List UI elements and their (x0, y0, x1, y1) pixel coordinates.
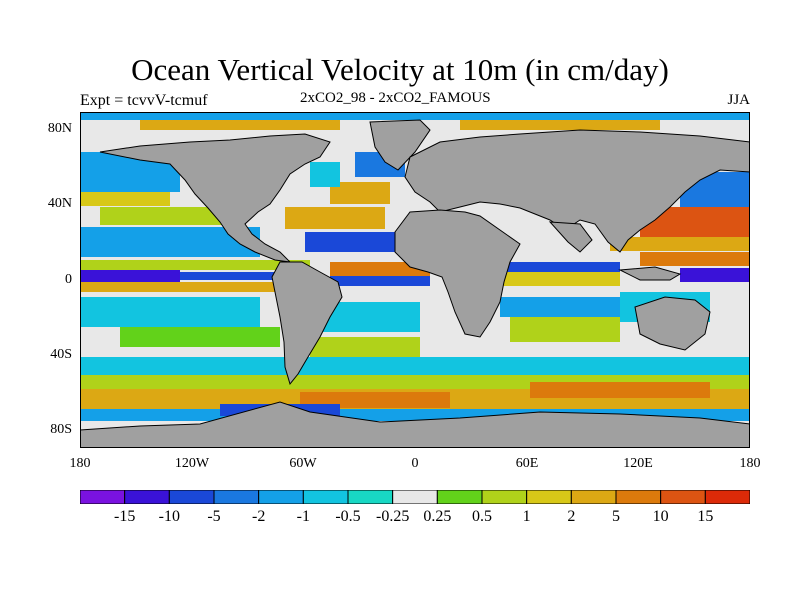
y-tick-80n: 80N (47, 121, 72, 136)
colorbar-label: 15 (697, 508, 714, 525)
x-tick-120w: 120W (174, 456, 210, 471)
north-america (99, 133, 331, 263)
colorbar-box (481, 490, 528, 504)
experiment-label: Expt = tcvvV-tcmuf (80, 92, 208, 109)
indonesia (618, 266, 682, 281)
comparison-label: 2xCO2_98 - 2xCO2_FAMOUS (300, 90, 491, 106)
colorbar-box (124, 490, 170, 504)
colorbar-label: -2 (251, 508, 266, 525)
velocity-map (80, 112, 750, 448)
colorbar-label: -15 (113, 508, 136, 525)
land-mass (80, 119, 750, 448)
colorbar-box (302, 490, 349, 504)
colorbar-box (213, 490, 260, 504)
colorbar-box (570, 490, 617, 504)
antarctica (80, 401, 750, 448)
x-tick-120e: 120E (623, 456, 653, 471)
colorbar-box (526, 490, 572, 504)
x-tick-60e: 60E (515, 456, 539, 471)
velocity-field (80, 112, 750, 421)
season-label: JJA (727, 92, 750, 108)
x-tick-60w: 60W (289, 456, 317, 471)
y-tick-40s: 40S (50, 347, 72, 362)
colorbar-label: -0.5 (335, 508, 361, 525)
africa (394, 209, 521, 338)
colorbar-label: -1 (296, 508, 310, 525)
eurasia (404, 129, 750, 253)
colorbar-label: -5 (207, 508, 221, 525)
colorbar (80, 490, 750, 504)
y-tick-40n: 40N (47, 196, 72, 211)
colorbar-label: 2 (567, 508, 576, 525)
south-america (271, 261, 343, 386)
india (548, 221, 593, 253)
greenland (369, 119, 431, 171)
map-frame (80, 112, 750, 448)
velocity-map-canvas (80, 112, 750, 448)
colorbar-box (168, 490, 215, 504)
colorbar-box (392, 490, 438, 504)
colorbar-label: 10 (652, 508, 669, 525)
australia (634, 296, 711, 351)
colorbar-boxes (80, 490, 750, 504)
colorbar-box (258, 490, 304, 504)
colorbar-label: 0.25 (423, 508, 452, 525)
colorbar-box (660, 490, 706, 504)
y-tick-80s: 80S (50, 422, 72, 437)
y-tick-0: 0 (65, 272, 72, 287)
colorbar-box (80, 490, 126, 504)
x-tick-0: 0 (411, 456, 419, 471)
x-tick-180w: 180 (69, 456, 91, 471)
map-title: Ocean Vertical Velocity at 10m (in cm/da… (131, 52, 669, 87)
colorbar-box (704, 490, 750, 504)
colorbar-label: -0.25 (375, 508, 410, 525)
colorbar-label: 0.5 (472, 508, 492, 525)
colorbar-label: 5 (612, 508, 620, 525)
colorbar-label: 1 (522, 508, 531, 525)
colorbar-box (615, 490, 662, 504)
colorbar-box (436, 490, 483, 504)
x-tick-180e: 180 (739, 456, 761, 471)
colorbar-box (347, 490, 394, 504)
colorbar-label: -10 (158, 508, 180, 525)
